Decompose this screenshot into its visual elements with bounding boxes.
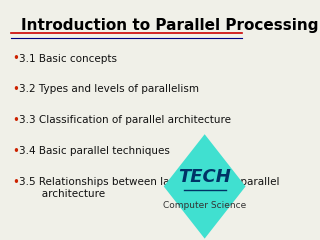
Polygon shape bbox=[164, 134, 245, 239]
Text: 3.5 Relationships between languages and parallel
       architecture: 3.5 Relationships between languages and … bbox=[19, 177, 279, 199]
Text: •: • bbox=[12, 83, 20, 96]
Text: •: • bbox=[12, 176, 20, 189]
Text: TECH: TECH bbox=[178, 168, 231, 186]
Text: Introduction to Parallel Processing: Introduction to Parallel Processing bbox=[21, 18, 319, 33]
Text: 3.4 Basic parallel techniques: 3.4 Basic parallel techniques bbox=[19, 146, 170, 156]
Text: 3.3 Classification of parallel architecture: 3.3 Classification of parallel architect… bbox=[19, 115, 231, 125]
Text: 3.1 Basic concepts: 3.1 Basic concepts bbox=[19, 54, 117, 64]
Text: Computer Science: Computer Science bbox=[163, 201, 246, 210]
Text: •: • bbox=[12, 52, 20, 65]
Text: •: • bbox=[12, 114, 20, 127]
Text: •: • bbox=[12, 145, 20, 158]
Text: 3.2 Types and levels of parallelism: 3.2 Types and levels of parallelism bbox=[19, 84, 199, 94]
